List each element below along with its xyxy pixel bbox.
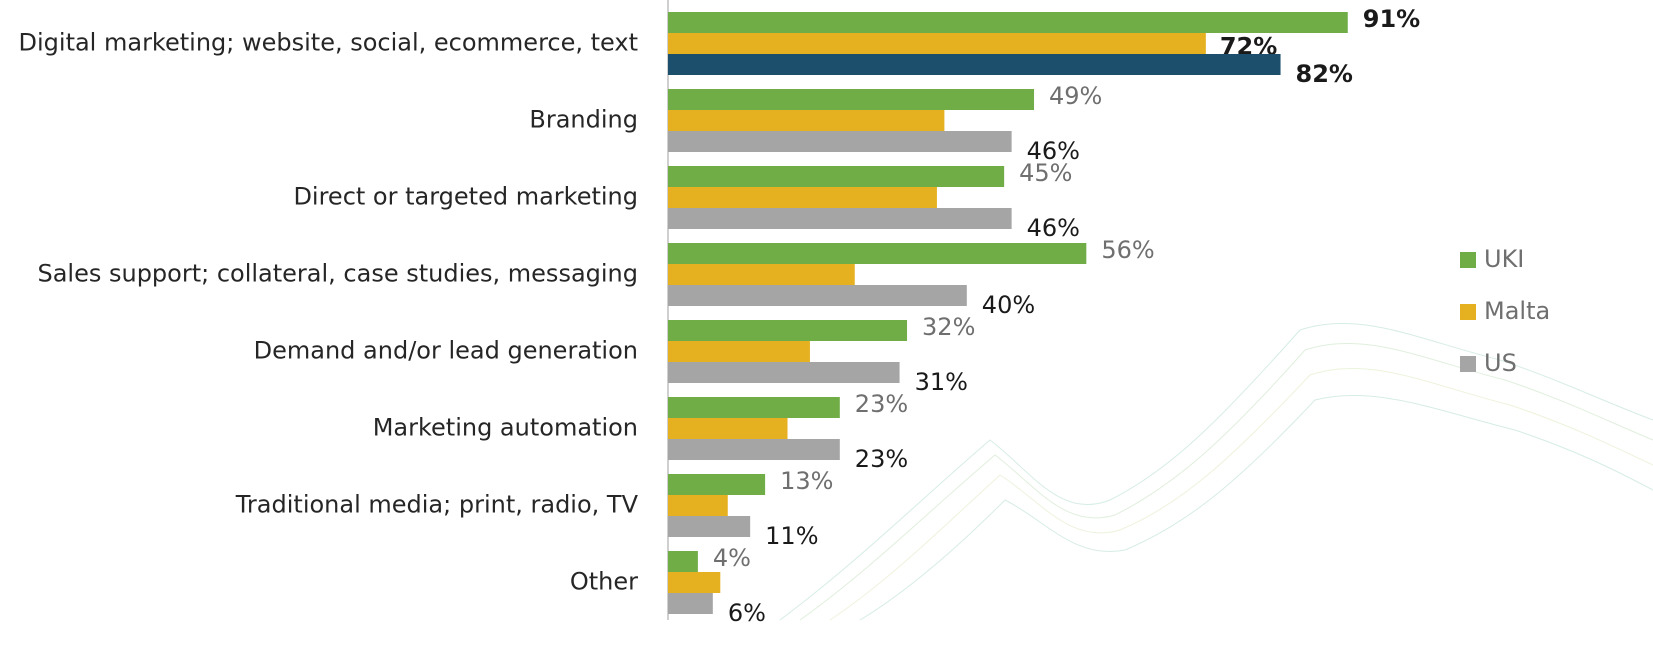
bar [668,54,1281,75]
bar [668,285,967,306]
data-label: 13% [780,467,833,495]
category-label: Digital marketing; website, social, ecom… [19,29,638,57]
bar [668,439,840,460]
bar [668,474,766,495]
bar [668,131,1012,152]
bar [668,208,1012,229]
legend-swatch [1460,356,1476,372]
data-label: 49% [1049,82,1102,110]
data-label: 23% [855,445,908,473]
legend-label: UKI [1484,245,1524,273]
data-label: 32% [922,313,975,341]
data-label: 46% [1027,214,1080,242]
data-label: 45% [1019,159,1072,187]
category-label: Sales support; collateral, case studies,… [37,260,638,288]
data-label: 82% [1296,60,1353,88]
bar [668,33,1206,54]
bar [668,495,728,516]
data-label: 46% [1027,137,1080,165]
category-label: Branding [529,106,638,134]
bar [668,572,721,593]
data-label: 23% [855,390,908,418]
bar [668,341,810,362]
legend-label: US [1484,349,1517,377]
bar [668,516,751,537]
data-label: 40% [982,291,1035,319]
legend-swatch [1460,304,1476,320]
bar [668,320,908,341]
data-label: 91% [1363,5,1420,33]
background-decoration [779,323,1653,621]
category-label: Demand and/or lead generation [254,337,638,365]
bar [668,362,900,383]
bar [668,264,855,285]
legend-swatch [1460,252,1476,268]
bar [668,12,1348,33]
bar [668,551,698,572]
category-label: Other [570,568,638,596]
legend-label: Malta [1484,297,1550,325]
bar [668,187,937,208]
bar [668,166,1005,187]
category-label: Traditional media; print, radio, TV [235,491,639,519]
bar [668,418,788,439]
data-label: 11% [765,522,818,550]
bar [668,110,945,131]
data-label: 6% [728,599,766,627]
category-label: Direct or targeted marketing [293,183,638,211]
bar [668,397,840,418]
bar [668,89,1035,110]
data-label: 31% [915,368,968,396]
bar [668,593,713,614]
data-label: 4% [713,544,751,572]
bar [668,243,1087,264]
category-label: Marketing automation [373,414,638,442]
data-label: 56% [1101,236,1154,264]
